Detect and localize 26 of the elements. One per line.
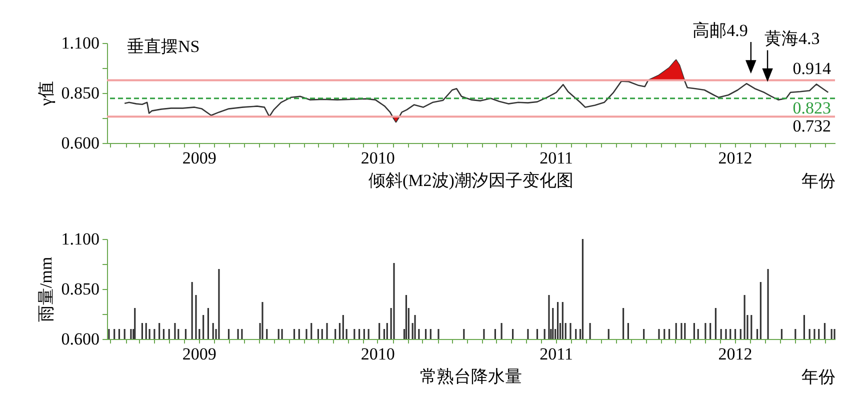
y-tick-label: 1.100 [61,34,100,52]
y-axis-title: 雨量/mm [36,256,56,322]
annotation: 高邮4.9 [692,21,748,40]
ref-line-label: 0.732 [792,116,831,136]
y-tick-label: 0.850 [61,280,100,298]
text: 倾斜(M2波)潮汐因子变化图 [368,171,574,190]
x-tick-label: 2011 [540,344,574,364]
x-tick-label: 2010 [360,148,395,168]
x-tick-label: 2011 [540,148,574,168]
y-tick-label: 0.850 [61,84,100,102]
y-axis-title: γ值 [36,81,56,107]
x-tick-label: 2009 [182,344,216,364]
ref-line-label: 0.823 [792,98,831,118]
text: 常熟台降水量 [420,367,522,386]
y-tick-label: 0.600 [61,330,100,348]
x-axis-title: 年份 [802,172,836,190]
y-tick-label: 0.600 [61,134,100,152]
annotation: 垂直摆NS [127,37,200,56]
ref-line-label: 0.914 [792,59,832,78]
x-tick-label: 2009 [182,148,216,168]
annotation: 黄海4.3 [764,29,820,48]
x-axis-title: 年份 [802,368,836,386]
x-tick-label: 2012 [718,344,752,364]
x-tick-label: 2012 [718,148,752,168]
x-tick-label: 2010 [360,344,395,364]
y-tick-label: 1.100 [61,230,100,248]
